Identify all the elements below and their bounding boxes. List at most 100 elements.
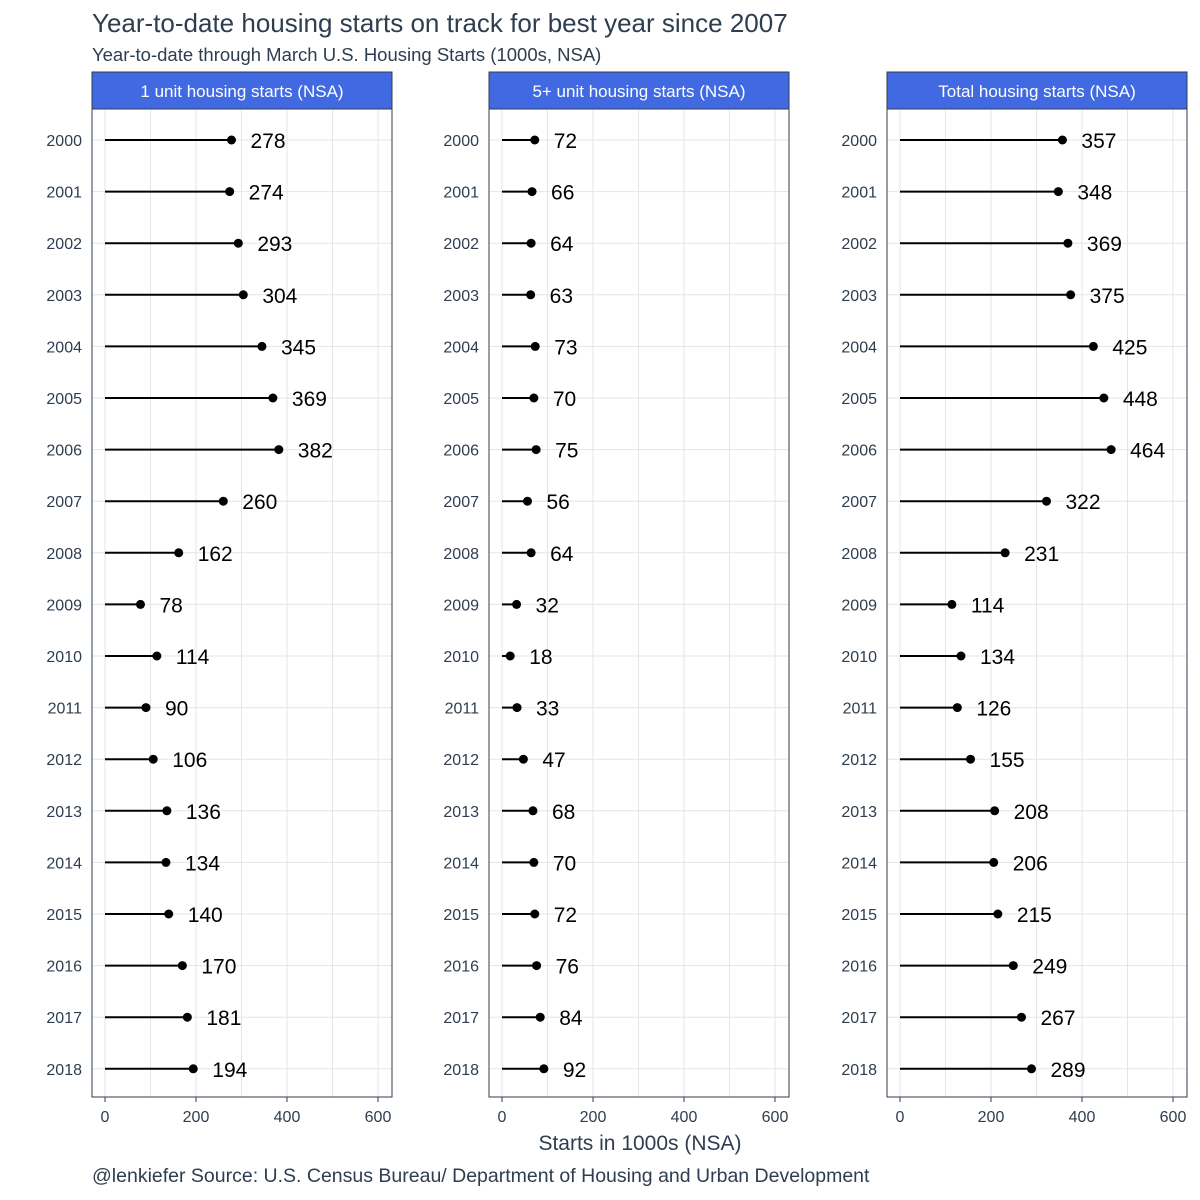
y-tick-label: 2006	[841, 443, 877, 460]
lollipop-point	[1106, 445, 1116, 455]
y-tick-label: 2016	[443, 959, 479, 976]
lollipop-point	[527, 187, 537, 197]
lollipop-point	[1053, 187, 1063, 197]
y-tick-label: 2008	[46, 546, 82, 563]
y-tick-label: 2014	[46, 855, 82, 872]
data-label: 72	[554, 904, 577, 927]
y-tick-label: 2006	[443, 443, 479, 460]
lollipop-point	[512, 599, 522, 609]
data-label: 66	[551, 182, 574, 205]
lollipop-point	[952, 703, 962, 713]
x-tick-label: 0	[896, 1109, 905, 1126]
y-tick-label: 2015	[443, 907, 479, 924]
y-tick-label: 2009	[46, 597, 82, 614]
lollipop-point	[225, 187, 235, 197]
lollipop-point	[993, 909, 1003, 919]
y-tick-label: 2013	[46, 804, 82, 821]
y-tick-label: 2011	[843, 701, 878, 718]
lollipop-point	[162, 806, 172, 816]
lollipop-point	[1016, 1012, 1026, 1022]
y-tick-label: 2018	[46, 1062, 82, 1079]
data-label: 68	[552, 801, 575, 824]
data-label: 114	[176, 646, 210, 669]
data-label: 114	[971, 594, 1005, 617]
y-tick-label: 2005	[443, 391, 479, 408]
lollipop-point	[947, 599, 957, 609]
y-tick-label: 2000	[841, 133, 877, 150]
lollipop-point	[1063, 238, 1073, 248]
y-tick-label: 2002	[841, 236, 877, 253]
y-tick-label: 2013	[841, 804, 877, 821]
lollipop-point	[1099, 393, 1109, 403]
data-label: 64	[550, 233, 574, 256]
panel-border	[91, 108, 393, 1098]
y-tick-label: 2006	[46, 443, 82, 460]
strip-background	[488, 71, 790, 110]
lollipop-point	[1066, 290, 1076, 300]
data-label: 70	[553, 852, 576, 875]
data-label: 181	[206, 1007, 241, 1030]
data-label: 278	[250, 130, 285, 153]
data-label: 293	[257, 233, 292, 256]
y-tick-label: 2001	[841, 185, 877, 202]
lollipop-point	[990, 806, 1000, 816]
x-tick-label: 200	[978, 1109, 1005, 1126]
lollipop-point	[526, 238, 536, 248]
data-label: 64	[550, 543, 574, 566]
x-tick-label: 600	[762, 1109, 789, 1126]
y-tick-label: 2003	[841, 288, 877, 305]
data-label: 136	[186, 801, 221, 824]
data-label: 56	[546, 491, 569, 514]
x-tick-label: 400	[671, 1109, 698, 1126]
panel-border	[886, 108, 1188, 1098]
y-tick-label: 2013	[443, 804, 479, 821]
y-tick-label: 2000	[443, 133, 479, 150]
data-label: 162	[198, 543, 233, 566]
data-label: 126	[976, 698, 1011, 721]
data-label: 249	[1032, 956, 1067, 979]
y-tick-label: 2004	[841, 339, 877, 356]
lollipop-point	[218, 496, 228, 506]
y-tick-label: 2002	[443, 236, 479, 253]
y-tick-label: 2012	[841, 752, 877, 769]
y-tick-label: 2008	[443, 546, 479, 563]
data-label: 75	[555, 440, 578, 463]
x-tick-label: 200	[183, 1109, 210, 1126]
data-label: 322	[1066, 491, 1101, 514]
data-label: 448	[1123, 388, 1158, 411]
chart-subtitle: Year-to-date through March U.S. Housing …	[92, 44, 602, 65]
data-label: 260	[242, 491, 277, 514]
data-label: 18	[529, 646, 552, 669]
lollipop-point	[164, 909, 174, 919]
y-tick-label: 2016	[46, 959, 82, 976]
y-tick-label: 2015	[841, 907, 877, 924]
y-tick-label: 2001	[46, 185, 82, 202]
x-axis-label: Starts in 1000s (NSA)	[538, 1132, 741, 1155]
y-tick-label: 2003	[46, 288, 82, 305]
y-tick-label: 2009	[841, 597, 877, 614]
lollipop-point	[529, 393, 539, 403]
y-tick-label: 2011	[48, 701, 83, 718]
y-tick-label: 2012	[443, 752, 479, 769]
panel-2: 5+ unit housing starts (NSA)200020012002…	[443, 71, 790, 1126]
y-tick-label: 2010	[46, 649, 82, 666]
panel-1: 1 unit housing starts (NSA)2000200120022…	[46, 71, 393, 1126]
y-tick-label: 2012	[46, 752, 82, 769]
lollipop-point	[526, 290, 536, 300]
data-label: 140	[188, 904, 223, 927]
lollipop-point	[535, 1012, 545, 1022]
lollipop-point	[512, 703, 522, 713]
data-label: 134	[980, 646, 1015, 669]
y-tick-label: 2017	[841, 1010, 877, 1027]
data-label: 170	[201, 956, 236, 979]
lollipop-point	[238, 290, 248, 300]
y-tick-label: 2014	[841, 855, 877, 872]
lollipop-point	[530, 135, 540, 145]
lollipop-point	[539, 1064, 549, 1074]
x-tick-label: 200	[580, 1109, 607, 1126]
data-label: 375	[1090, 285, 1125, 308]
lollipop-point	[526, 548, 536, 558]
y-tick-label: 2015	[46, 907, 82, 924]
lollipop-point	[148, 754, 158, 764]
x-tick-label: 0	[498, 1109, 507, 1126]
